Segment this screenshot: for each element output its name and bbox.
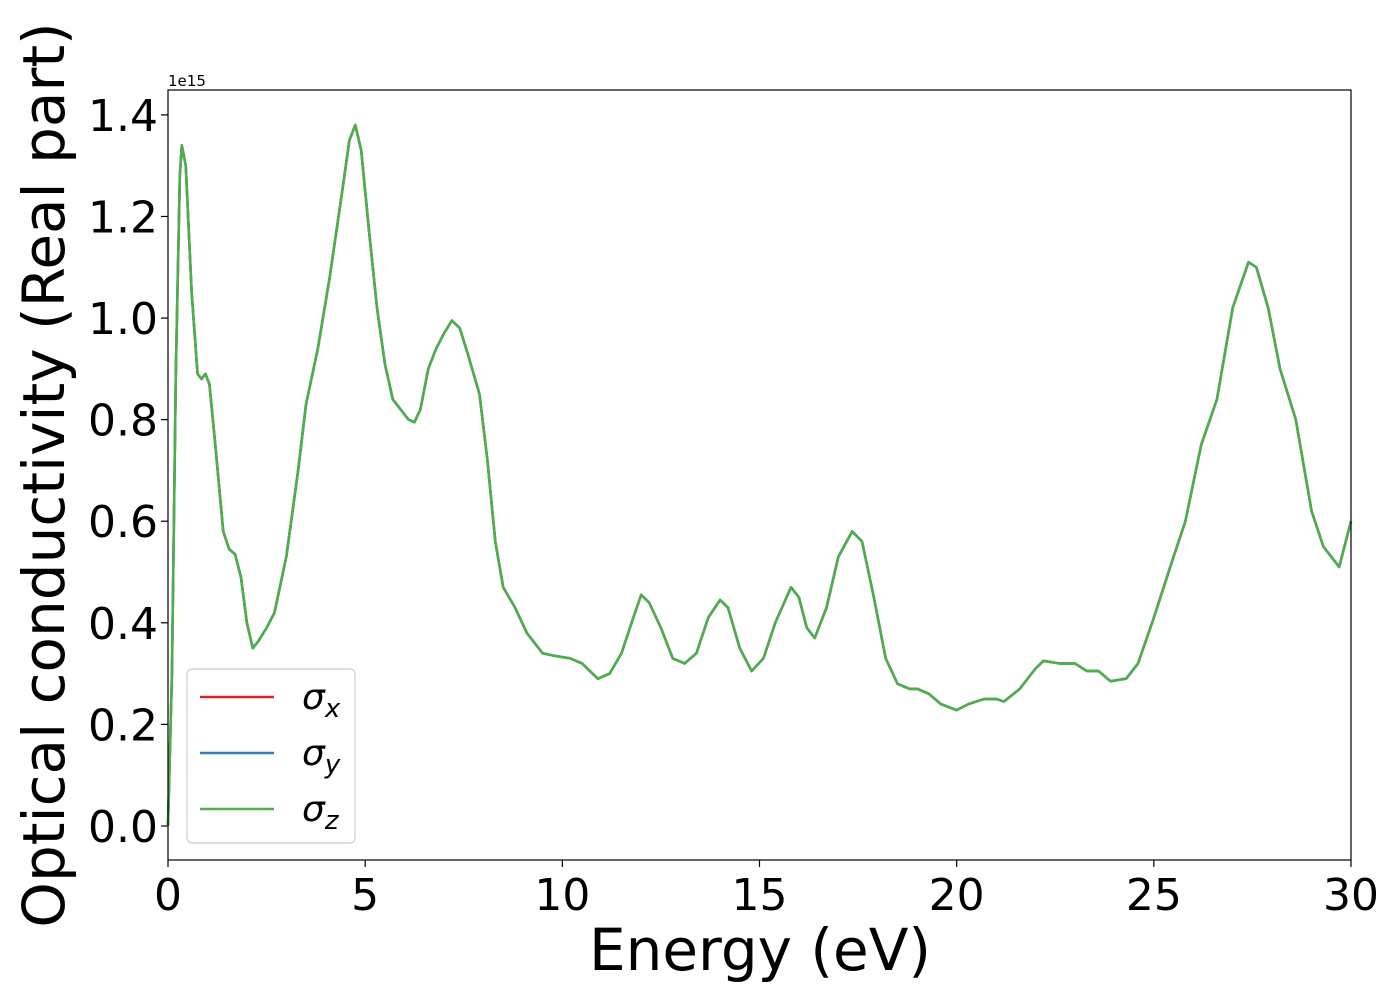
x-tick-label: 30 — [1323, 870, 1379, 921]
legend: σx σy σz — [186, 668, 356, 844]
x-tick-label: 0 — [154, 870, 182, 921]
x-tick-label: 15 — [732, 870, 788, 921]
y-tick-label: 0.6 — [88, 497, 158, 548]
x-tick-label: 25 — [1126, 870, 1182, 921]
y-tick-label: 1.0 — [88, 294, 158, 345]
y-tick-label: 0.8 — [88, 396, 158, 447]
y-tick-label: 1.2 — [88, 192, 158, 243]
y-tick-label: 0.4 — [88, 599, 158, 650]
y-axis-label: Optical conductivity (Real part) — [10, 22, 78, 927]
y-tick-label: 0.0 — [88, 802, 158, 853]
legend-box — [186, 668, 356, 844]
plot-frame — [167, 89, 1352, 861]
x-tick-label: 5 — [351, 870, 379, 921]
series-line — [166, 123, 1353, 827]
y-tick-label: 0.2 — [88, 700, 158, 751]
x-tick-label: 20 — [929, 870, 985, 921]
x-axis-label: Energy (eV) — [589, 916, 931, 984]
legend-label: σy — [302, 733, 341, 780]
legend-label: σx — [302, 677, 341, 724]
legend-label: σz — [302, 789, 340, 836]
y-tick-label: 1.4 — [88, 91, 158, 142]
x-tick-label: 10 — [534, 870, 590, 921]
y-offset-text: 1e15 — [168, 72, 206, 90]
